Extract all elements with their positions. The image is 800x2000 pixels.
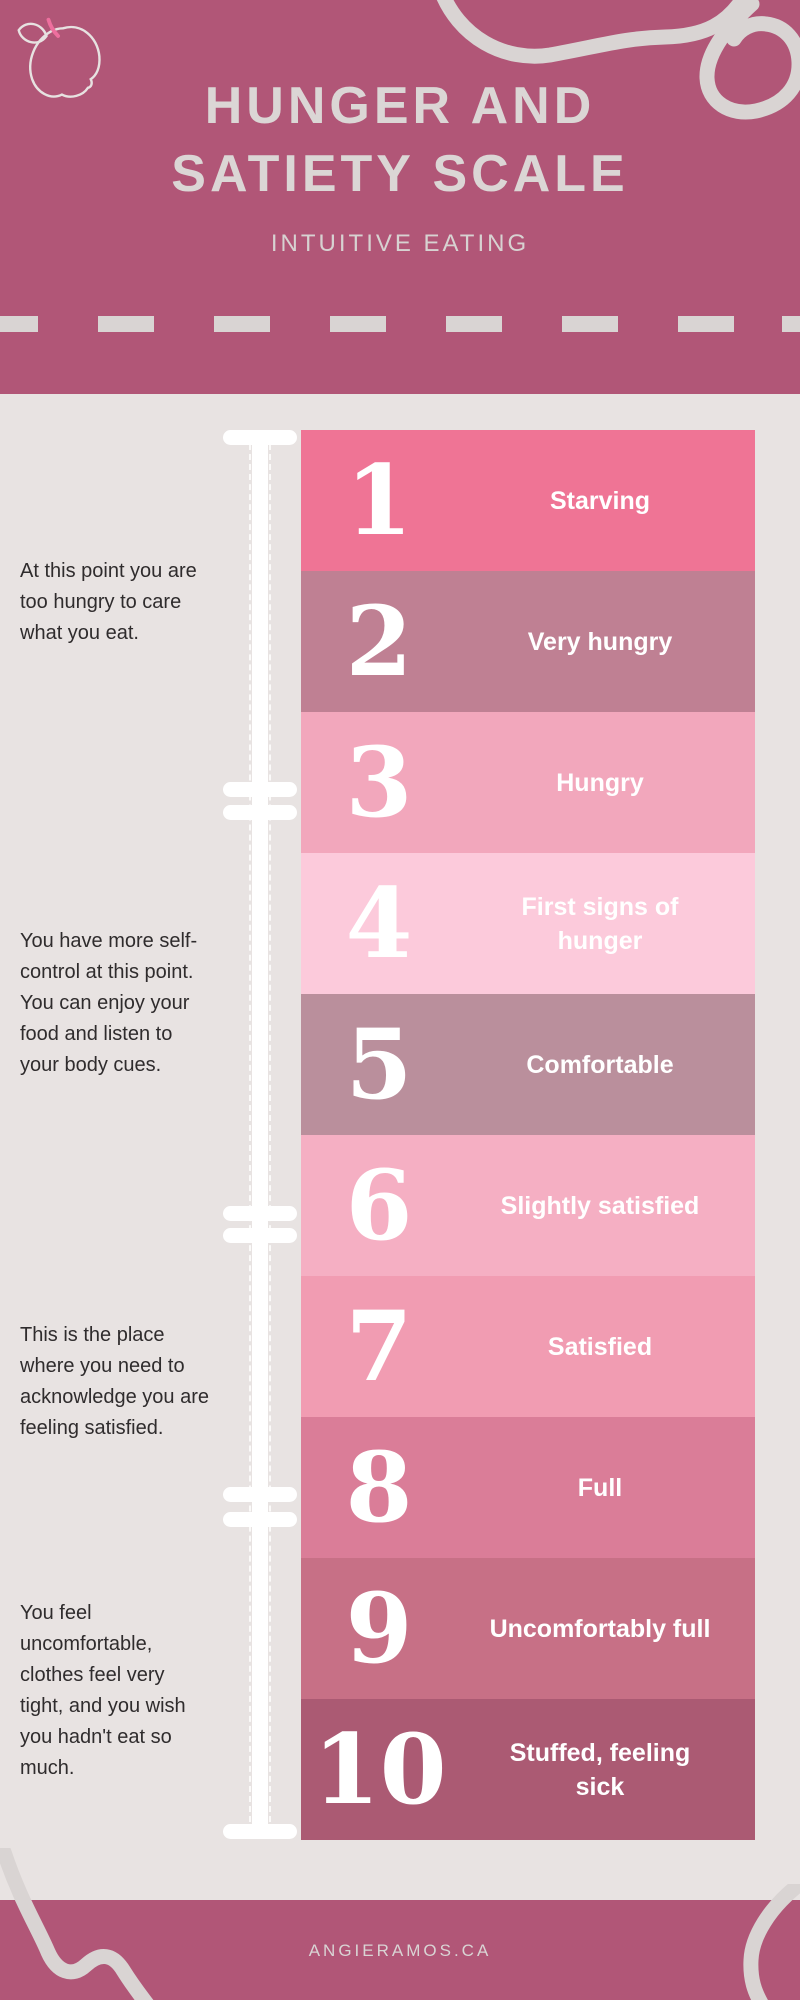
scale-row-7: 7 Satisfied — [301, 1276, 755, 1417]
note-selfcontrol: You have more self- control at this poin… — [20, 930, 198, 1076]
scale-row-6: 6 Slightly satisfied — [301, 1135, 755, 1276]
wave-line-icon — [0, 1848, 180, 2000]
scale-tick — [223, 1228, 297, 1243]
scale-tick — [223, 1824, 297, 1839]
scale-tick — [223, 782, 297, 797]
row-number: 4 — [345, 866, 413, 980]
row-number: 7 — [345, 1289, 413, 1403]
scale-row-9: 9 Uncomfortably full — [301, 1558, 755, 1699]
row-number: 8 — [345, 1430, 413, 1544]
scale-row-4: 4 First signs of hunger — [301, 853, 755, 994]
dashed-divider — [0, 316, 800, 332]
page-title-line2: SATIETY SCALE — [171, 145, 629, 203]
row-number: 6 — [345, 1148, 413, 1262]
row-label: Starving — [549, 486, 651, 515]
page-subtitle: INTUITIVE EATING — [270, 230, 530, 257]
row-number: 9 — [345, 1571, 413, 1685]
header-band: HUNGER AND SATIETY SCALE INTUITIVE EATIN… — [0, 0, 800, 394]
scale-tick — [223, 1206, 297, 1221]
scale-dotted-outline — [249, 434, 271, 1832]
row-label: Stuffed, feeling sick — [509, 1738, 691, 1801]
row-label: Very hungry — [527, 627, 673, 656]
scale-row-8: 8 Full — [301, 1417, 755, 1558]
row-label: Full — [577, 1473, 623, 1502]
website-url: ANGIERAMOS.CA — [308, 1941, 492, 1960]
scale-tick — [223, 805, 297, 820]
row-number: 10 — [313, 1712, 447, 1826]
scale-line — [252, 434, 268, 1832]
page-title-line1: HUNGER AND — [204, 77, 596, 135]
row-number: 3 — [345, 725, 413, 839]
row-label: Uncomfortably full — [489, 1614, 711, 1643]
scale-row-1: 1 Starving — [301, 430, 755, 571]
scale-tick — [223, 1487, 297, 1502]
note-overfull: You feel uncomfortable, clothes feel ver… — [20, 1602, 186, 1779]
peach-icon — [12, 12, 108, 108]
scale-row-2: 2 Very hungry — [301, 571, 755, 712]
scale-row-5: 5 Comfortable — [301, 994, 755, 1135]
loop-ribbon-icon — [430, 0, 800, 125]
row-label: First signs of hunger — [521, 892, 679, 955]
scale-tick — [223, 430, 297, 445]
row-label: Slightly satisfied — [500, 1191, 700, 1220]
wave-line-icon — [736, 1884, 800, 2000]
note-satisfied: This is the place where you need to ackn… — [20, 1324, 210, 1439]
note-hungry: At this point you are too hungry to care… — [20, 560, 197, 644]
scale-row-10: 10 Stuffed, feeling sick — [301, 1699, 755, 1840]
row-number: 5 — [345, 1007, 413, 1121]
row-label: Satisfied — [547, 1332, 653, 1361]
hunger-scale-table: 1 Starving 2 Very hungry 3 Hungry 4 Firs… — [301, 430, 755, 1840]
row-number: 2 — [345, 584, 413, 698]
row-label: Comfortable — [526, 1050, 674, 1079]
row-label: Hungry — [556, 768, 644, 797]
row-number: 1 — [345, 443, 413, 557]
scale-tick — [223, 1512, 297, 1527]
scale-row-3: 3 Hungry — [301, 712, 755, 853]
